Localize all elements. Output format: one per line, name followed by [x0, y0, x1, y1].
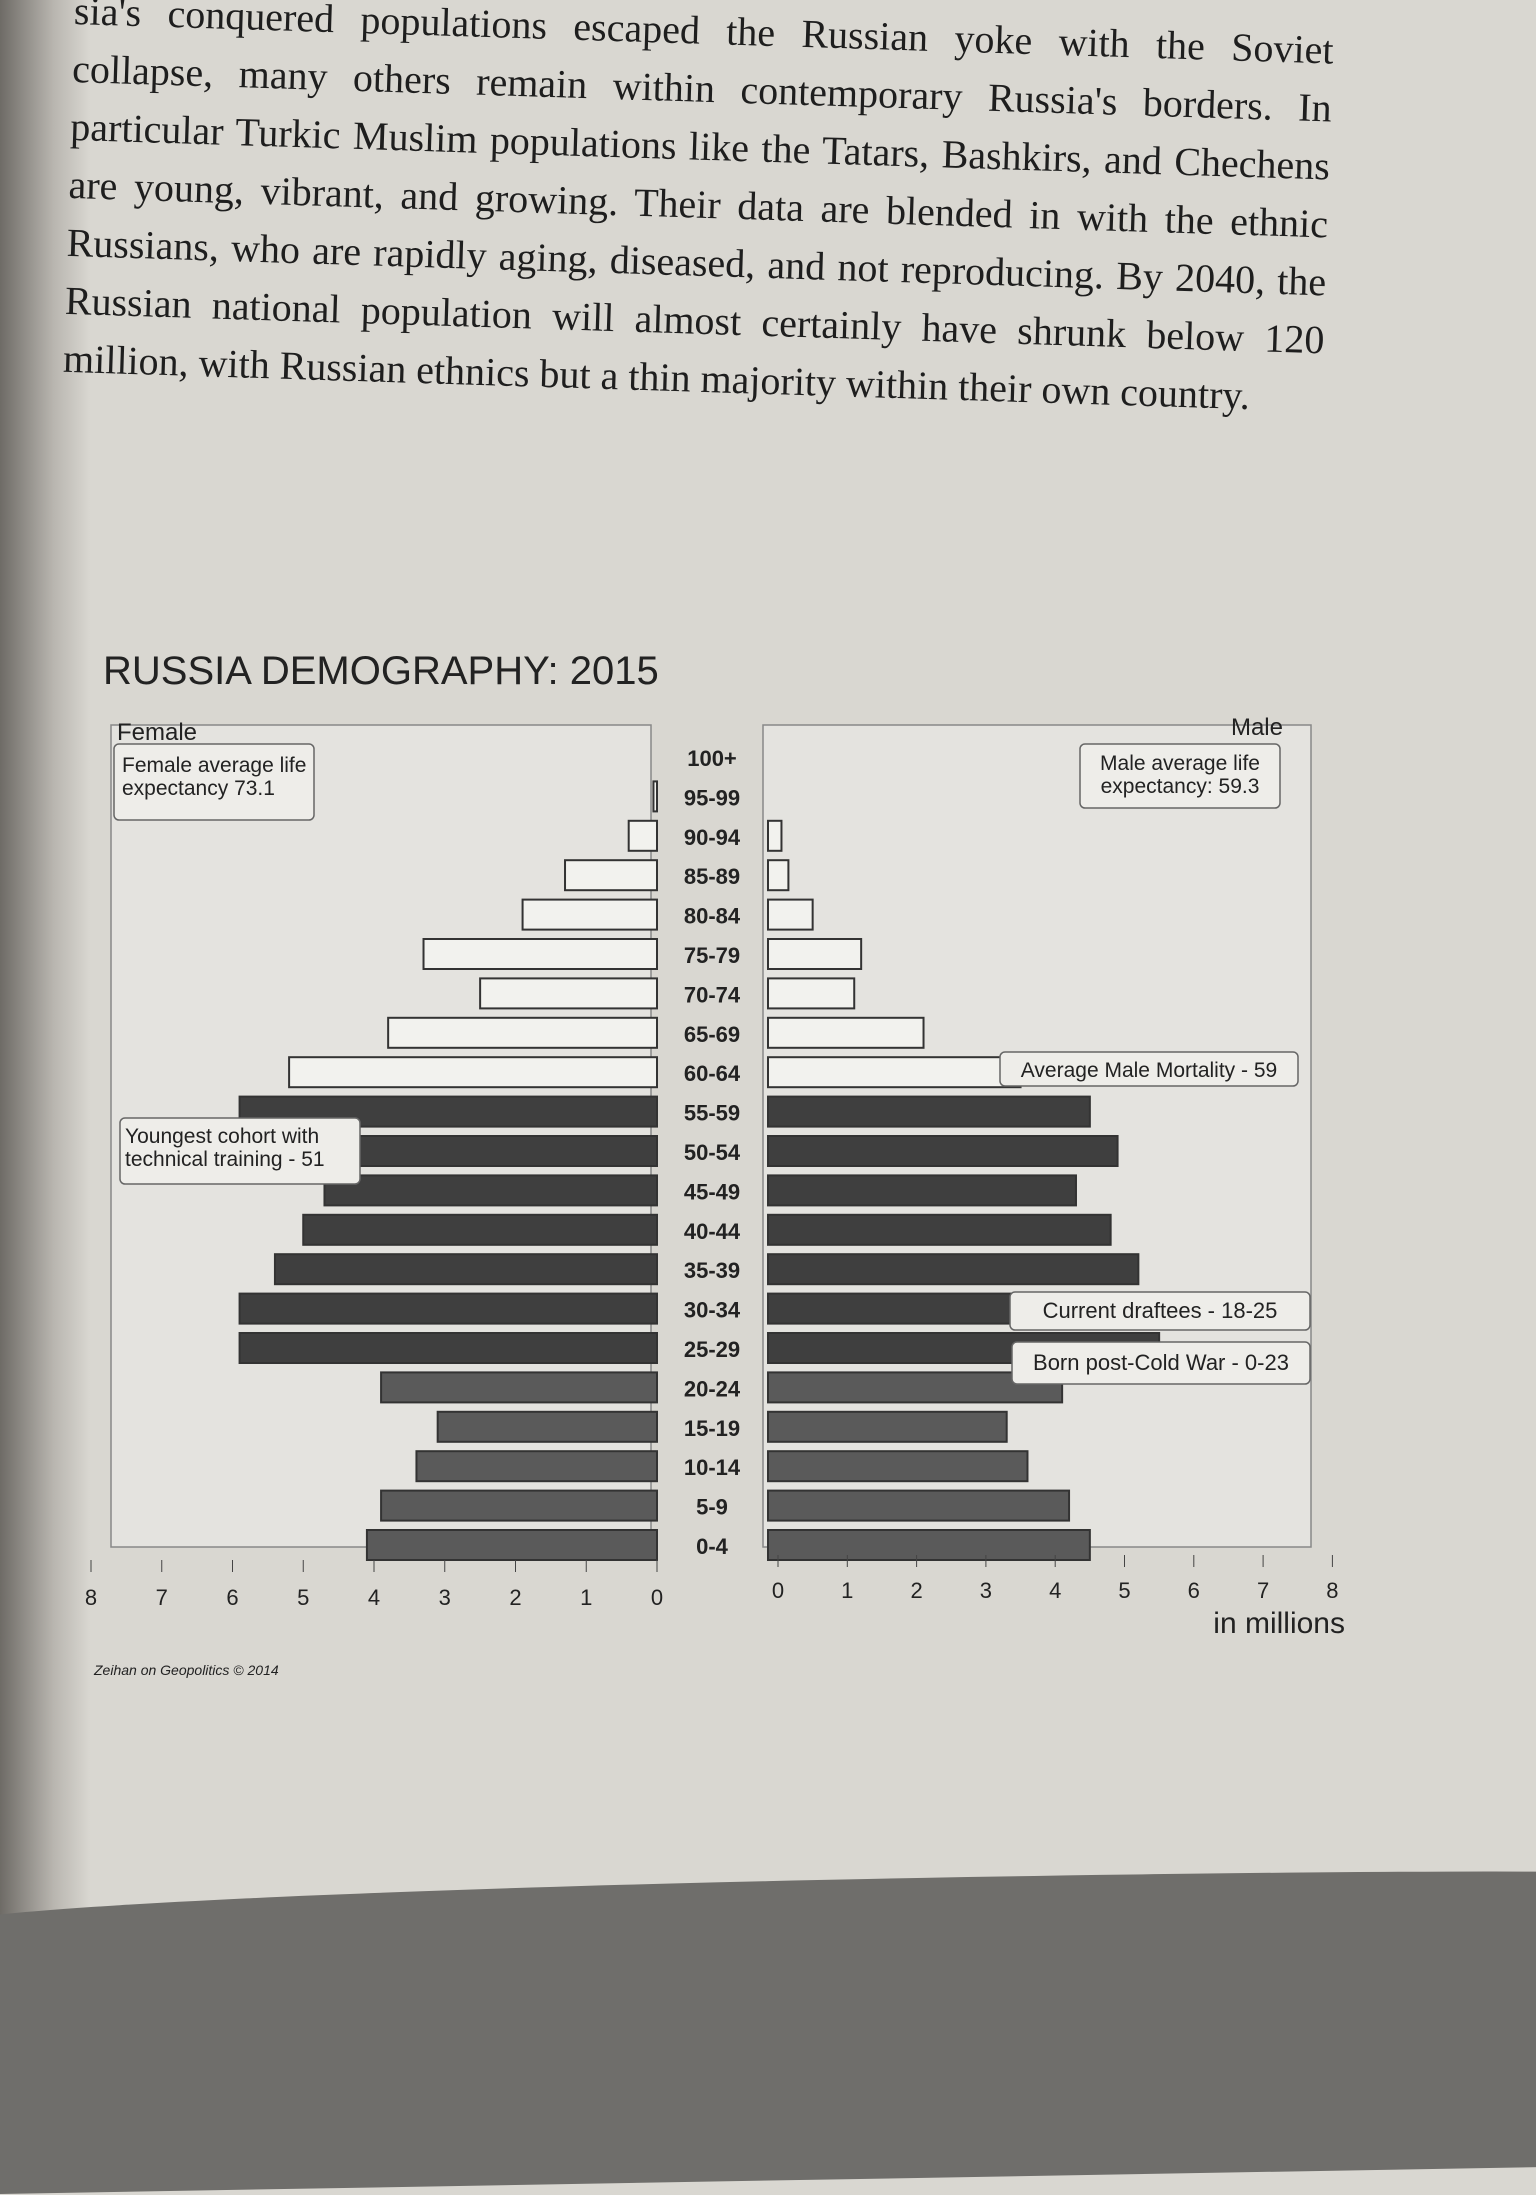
- female-tick-label: 4: [368, 1585, 380, 1610]
- annotation-box: [119, 1117, 361, 1185]
- male-bar: [767, 1056, 1022, 1089]
- female-bar: [436, 1410, 658, 1443]
- male-bar: [767, 819, 783, 852]
- age-label: 40-44: [684, 1219, 741, 1244]
- annotation-box: [113, 743, 315, 821]
- male-bar: [767, 1016, 925, 1049]
- age-label: 15-19: [684, 1416, 740, 1441]
- female-bar: [380, 1489, 658, 1522]
- female-bar: [415, 1450, 659, 1483]
- annotation-box: [1079, 743, 1281, 809]
- female-label: Female: [117, 719, 197, 746]
- male-bar: [767, 938, 863, 970]
- age-label: 0-4: [696, 1534, 729, 1559]
- age-label: 90-94: [684, 825, 741, 850]
- age-label: 85-89: [684, 864, 740, 889]
- female-bar: [521, 898, 659, 931]
- age-label: 65-69: [684, 1022, 740, 1047]
- male-bar: [767, 977, 856, 1010]
- age-label: 70-74: [684, 982, 741, 1007]
- male-tick-label: 2: [910, 1578, 922, 1603]
- female-tick-label: 1: [580, 1585, 592, 1610]
- female-bar: [365, 1529, 658, 1561]
- male-tick-label: 5: [1118, 1578, 1130, 1603]
- male-bar: [767, 1095, 1091, 1128]
- female-tick-label: 5: [297, 1585, 309, 1610]
- age-label: 60-64: [684, 1061, 741, 1086]
- age-label: 30-34: [684, 1298, 741, 1323]
- female-life-expectancy-note: Female average life expectancy 73.1: [122, 754, 306, 800]
- female-bar: [627, 819, 659, 852]
- population-pyramid-chart: RUSSIA DEMOGRAPHY: 2015 Female Male 100+ 95-…: [85, 649, 1345, 1678]
- age-label: 20-24: [684, 1376, 741, 1401]
- male-tick-label: 3: [980, 1578, 992, 1603]
- female-bar: [273, 1253, 658, 1286]
- female-tick-label: 8: [85, 1585, 97, 1610]
- female-bar: [238, 1292, 658, 1325]
- male-bar: [767, 1489, 1071, 1522]
- male-bar: [767, 1174, 1077, 1207]
- annotation-box: [1011, 1341, 1311, 1385]
- female-bar: [652, 780, 659, 813]
- male-life-expectancy-note: Male average life expectancy: 59.3: [1100, 752, 1260, 798]
- age-label: 5-9: [696, 1495, 728, 1520]
- male-tick-label: 7: [1257, 1578, 1269, 1603]
- male-bar: [767, 898, 814, 931]
- age-label: 75-79: [684, 943, 740, 968]
- male-bar: [767, 1529, 1091, 1561]
- male-label: Male: [1231, 714, 1283, 741]
- male-bar: [767, 1450, 1029, 1483]
- age-label: 55-59: [684, 1101, 740, 1126]
- male-mortality-note: Average Male Mortality - 59: [1021, 1059, 1277, 1082]
- female-tick-label: 3: [439, 1585, 451, 1610]
- male-tick-label: 8: [1326, 1578, 1338, 1603]
- female-tick-label: 7: [156, 1585, 168, 1610]
- female-tick-label: 2: [509, 1585, 521, 1610]
- female-tick-label: 6: [226, 1585, 238, 1610]
- age-label: 45-49: [684, 1179, 740, 1204]
- chart-title: RUSSIA DEMOGRAPHY: 2015: [103, 649, 659, 693]
- female-bar: [288, 1056, 658, 1089]
- male-bar: [767, 1253, 1140, 1286]
- age-label: 10-14: [684, 1455, 741, 1480]
- male-bar: [767, 1213, 1112, 1246]
- male-tick-label: 6: [1188, 1578, 1200, 1603]
- age-label: 80-84: [684, 904, 741, 929]
- technical-training-note: Youngest cohort with technical training -…: [125, 1125, 325, 1171]
- age-label: 50-54: [684, 1140, 741, 1165]
- age-label: 95-99: [684, 785, 740, 810]
- female-tick-label: 0: [651, 1585, 663, 1610]
- female-bar: [238, 1332, 658, 1364]
- post-cold-war-note: Born post-Cold War - 0-23: [1033, 1350, 1289, 1375]
- page-shadow: [0, 0, 90, 2048]
- female-bar: [422, 938, 658, 970]
- female-bar: [302, 1213, 658, 1246]
- draftees-note: Current draftees - 18-25: [1043, 1298, 1278, 1323]
- female-bar: [479, 977, 658, 1010]
- annotation-box: [999, 1051, 1299, 1087]
- annotation-box: [1009, 1291, 1311, 1331]
- age-label: 35-39: [684, 1258, 740, 1283]
- source-credit: Zeihan on Geopolitics © 2014: [93, 1662, 279, 1678]
- female-bar: [380, 1371, 658, 1404]
- male-bar: [767, 1410, 1008, 1443]
- female-bar: [387, 1016, 658, 1049]
- male-bar: [767, 859, 790, 892]
- x-axis-label: in millions: [1213, 1607, 1345, 1640]
- female-bar: [323, 1174, 658, 1207]
- male-tick-label: 4: [1049, 1578, 1061, 1603]
- male-bar: [767, 1135, 1119, 1167]
- female-bar: [564, 859, 659, 892]
- age-label: 100+: [687, 746, 737, 771]
- male-tick-label: 1: [841, 1578, 853, 1603]
- age-label: 25-29: [684, 1337, 740, 1362]
- male-tick-label: 0: [772, 1578, 784, 1603]
